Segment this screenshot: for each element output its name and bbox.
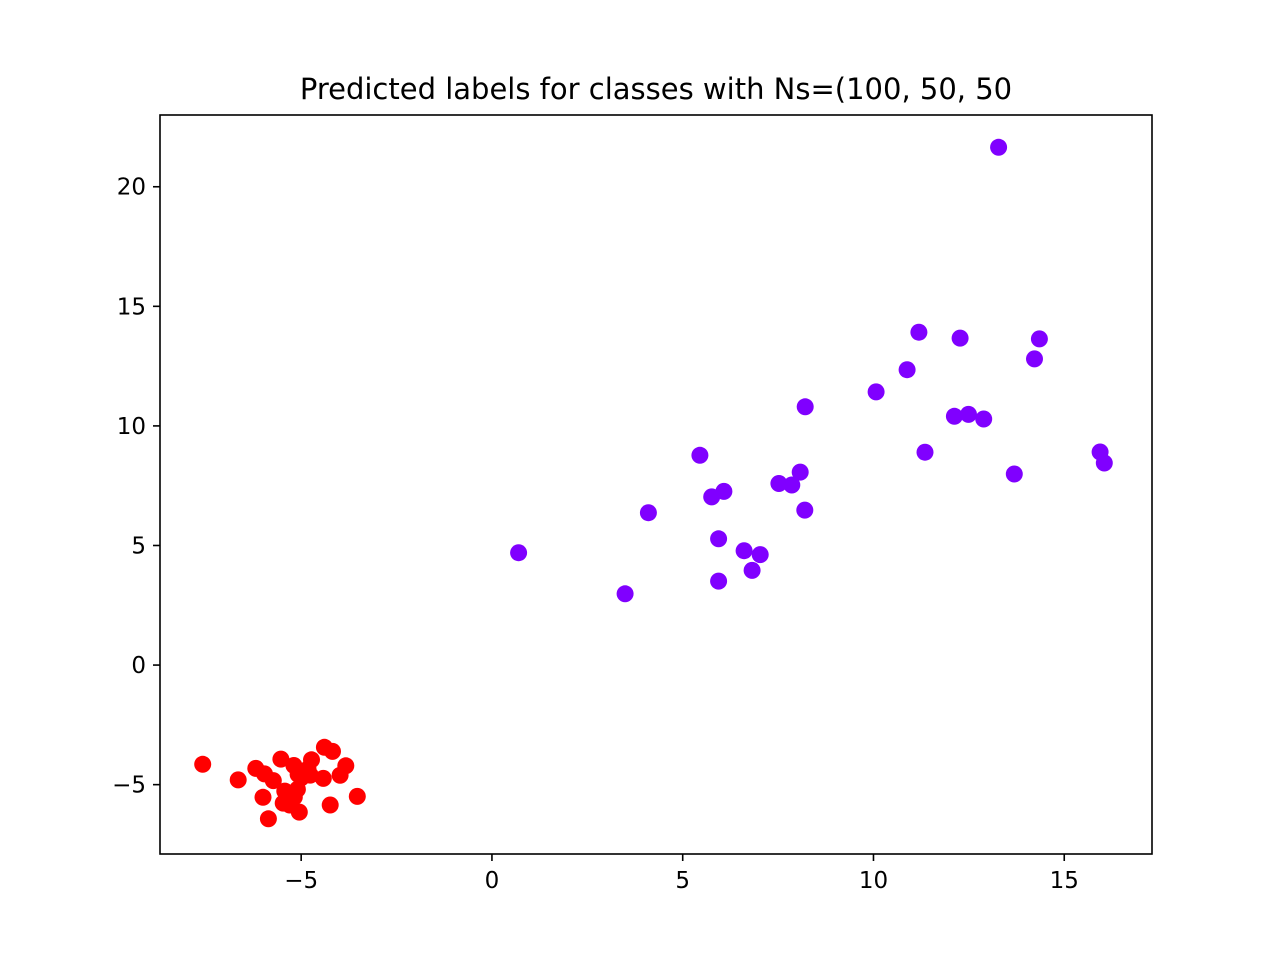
data-point-series-1-7 (867, 383, 885, 401)
y-tick-label: 15 (117, 294, 146, 320)
data-point-series-1-16 (691, 446, 709, 464)
data-point-series-1-17 (791, 463, 809, 481)
data-point-series-2-2 (229, 771, 247, 789)
data-point-series-1-18 (770, 475, 788, 492)
data-point-series-1-12 (916, 443, 934, 461)
data-point-series-1-5 (1026, 350, 1043, 368)
data-point-series-1-10 (945, 407, 963, 425)
y-axis: −5 0 5 10 15 20 (112, 175, 160, 799)
data-point-series-2-21 (254, 788, 272, 806)
data-point-series-1-29 (710, 572, 728, 590)
data-point-series-2-14 (337, 757, 355, 775)
data-point-series-2-26 (348, 787, 366, 805)
data-point-series-2-25 (321, 796, 339, 814)
data-point-series-1-3 (951, 329, 969, 347)
y-tick-label: −5 (112, 773, 146, 799)
data-point-series-1-27 (510, 544, 528, 562)
data-point-series-1-28 (743, 561, 761, 579)
data-point-series-1-24 (710, 530, 728, 548)
data-point-series-1-30 (616, 585, 634, 603)
x-axis: −5 0 5 10 15 (284, 854, 1079, 894)
data-point-series-1-9 (960, 405, 977, 423)
data-point-series-1-21 (703, 488, 721, 506)
data-point-series-1-15 (1005, 465, 1023, 483)
data-point-series-1-26 (751, 546, 769, 564)
x-tick-label: 10 (859, 868, 888, 894)
chart-title: Predicted labels for classes with Ns=(10… (300, 72, 1012, 106)
data-point-series-1-4 (1030, 330, 1048, 348)
x-tick-label: 0 (485, 868, 500, 894)
y-tick-label: 5 (131, 533, 146, 559)
data-point-series-1-6 (898, 361, 916, 379)
data-point-series-2-15 (314, 769, 332, 787)
y-tick-label: 0 (131, 653, 146, 679)
data-point-series-2-24 (290, 803, 308, 821)
data-point-series-2-27 (259, 810, 277, 828)
data-point-series-1-11 (975, 410, 993, 428)
x-tick-label: −5 (284, 868, 318, 894)
data-point-series-2-10 (303, 751, 320, 769)
data-point-series-1-2 (910, 323, 928, 341)
data-point-series-2-1 (194, 755, 212, 773)
data-point-series-2-6 (272, 750, 290, 768)
data-point-series-1-25 (735, 542, 753, 560)
data-point-series-1-23 (796, 501, 814, 519)
data-point-series-1-1 (990, 138, 1008, 156)
data-point-series-1-8 (796, 398, 814, 416)
data-point-series-2-12 (324, 742, 341, 760)
x-tick-label: 5 (675, 868, 690, 894)
data-point-series-2-5 (264, 772, 282, 790)
y-tick-label: 20 (117, 175, 146, 201)
data-point-series-1-14 (1095, 454, 1113, 472)
x-tick-label: 15 (1050, 868, 1079, 894)
data-point-series-1-19 (783, 476, 801, 494)
data-point-series-1-22 (639, 504, 657, 522)
plot-frame (159, 114, 1153, 855)
y-tick-label: 10 (117, 414, 146, 440)
points-layer (194, 138, 1113, 828)
